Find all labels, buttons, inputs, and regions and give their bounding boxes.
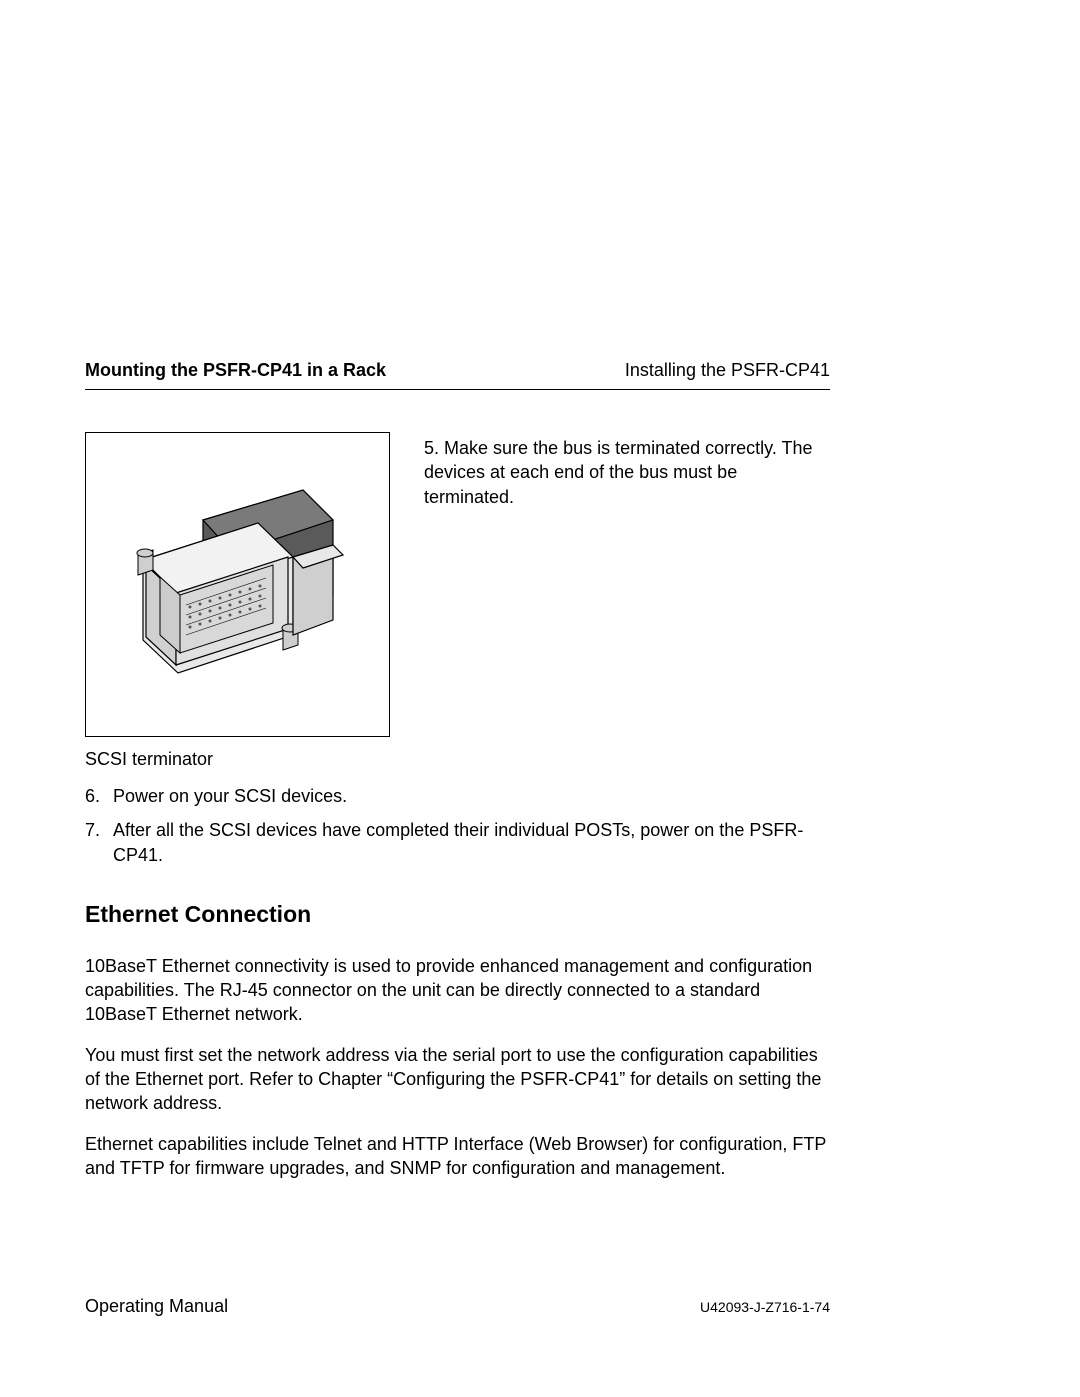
figure-caption: SCSI terminator [85,749,830,770]
footer-doc-number: U42093-J-Z716-1-74 [700,1299,830,1315]
step-7-number: 7. [85,818,113,867]
step-6: 6. Power on your SCSI devices. [85,784,830,808]
step-7: 7. After all the SCSI devices have compl… [85,818,830,867]
step-5: 5. Make sure the bus is terminated corre… [424,432,830,737]
ethernet-para-1: 10BaseT Ethernet connectivity is used to… [85,954,830,1027]
scsi-terminator-figure [85,432,390,737]
step-5-number: 5. [424,438,439,458]
page-header: Mounting the PSFR-CP41 in a Rack Install… [85,360,830,390]
footer-manual-title: Operating Manual [85,1296,228,1317]
step-7-text: After all the SCSI devices have complete… [113,818,830,867]
page-footer: Operating Manual U42093-J-Z716-1-74 [85,1296,830,1317]
page: Mounting the PSFR-CP41 in a Rack Install… [0,0,1080,1397]
header-section-title: Mounting the PSFR-CP41 in a Rack [85,360,386,381]
ethernet-para-2: You must first set the network address v… [85,1043,830,1116]
step-5-text: Make sure the bus is terminated correctl… [424,438,813,507]
step-6-number: 6. [85,784,113,808]
section-heading-ethernet: Ethernet Connection [85,901,830,928]
step-6-text: Power on your SCSI devices. [113,784,830,808]
ethernet-para-3: Ethernet capabilities include Telnet and… [85,1132,830,1181]
figure-row: 5. Make sure the bus is terminated corre… [85,432,830,737]
header-chapter-title: Installing the PSFR-CP41 [625,360,830,381]
scsi-terminator-icon [108,465,368,705]
